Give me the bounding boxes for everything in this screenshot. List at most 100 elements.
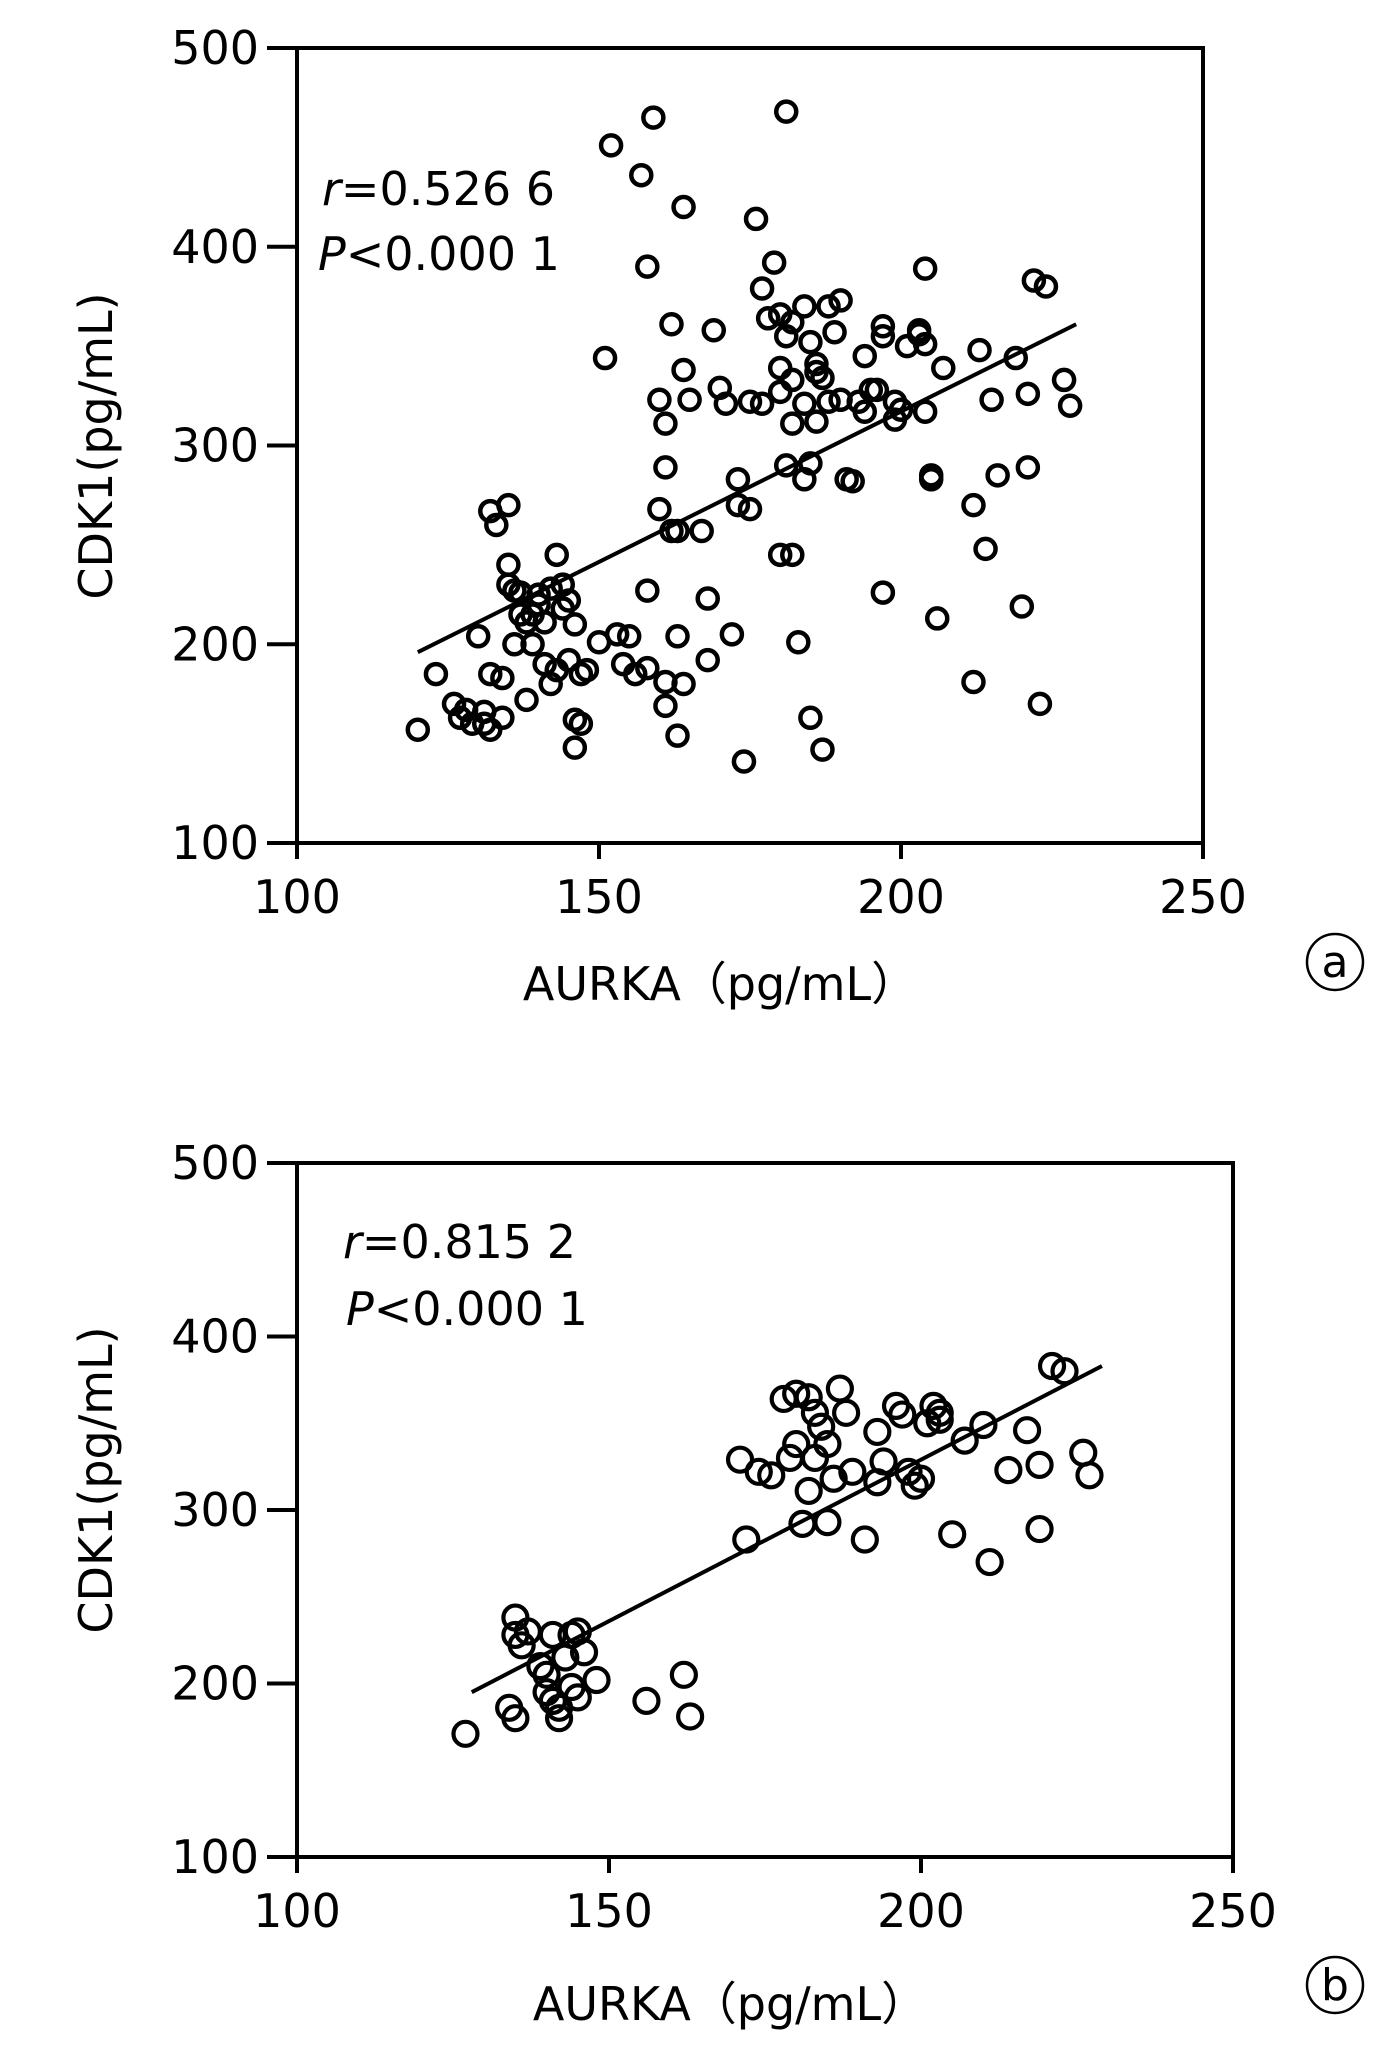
x-axis-ticks: 100 150 200 250 xyxy=(253,1857,1277,1938)
data-point xyxy=(767,379,793,405)
data-point xyxy=(665,518,690,544)
data-points xyxy=(405,99,1083,774)
panel-label-circle xyxy=(1305,932,1365,992)
data-point xyxy=(919,1391,948,1421)
r-symbol: r xyxy=(343,1215,365,1269)
data-point xyxy=(743,206,769,232)
x-tick-label: 100 xyxy=(253,1884,341,1938)
data-point xyxy=(669,1660,698,1689)
data-point xyxy=(761,250,787,275)
data-point xyxy=(782,1379,811,1408)
data-point xyxy=(888,1400,917,1429)
data-point xyxy=(870,580,896,605)
data-point xyxy=(994,1455,1023,1485)
data-point xyxy=(804,351,829,377)
x-axis-title: AURKA（pg/mL） xyxy=(523,957,917,1011)
data-point xyxy=(1027,691,1053,717)
data-point xyxy=(538,576,563,601)
data-point xyxy=(798,451,823,476)
x-tick-label: 250 xyxy=(1189,1884,1277,1938)
data-point xyxy=(1021,268,1047,293)
data-point xyxy=(562,735,588,760)
data-point xyxy=(737,389,763,415)
data-point xyxy=(671,357,696,383)
p-value: <0.000 1 xyxy=(346,227,560,281)
data-point xyxy=(864,377,890,403)
data-point xyxy=(695,647,720,673)
data-point xyxy=(900,1471,929,1500)
data-point xyxy=(924,606,950,631)
data-point xyxy=(798,329,823,355)
r-value: =0.526 6 xyxy=(341,162,555,216)
data-point xyxy=(1037,1351,1067,1381)
data-point xyxy=(931,355,956,381)
data-point xyxy=(544,542,569,568)
data-point xyxy=(1003,345,1029,371)
data-point xyxy=(1012,1416,1042,1445)
panel-b: 100 150 200 250 100 200 300 400 500 AURKA（pg/mL… xyxy=(69,1136,1365,2031)
data-point xyxy=(810,365,835,391)
data-point xyxy=(451,1719,480,1748)
stat-r: r=0.815 2 xyxy=(343,1215,576,1269)
data-point xyxy=(744,1457,773,1486)
data-point xyxy=(677,387,702,413)
data-point xyxy=(622,661,648,687)
data-point xyxy=(912,256,938,281)
data-point xyxy=(563,1683,592,1712)
y-tick-label: 500 xyxy=(171,1136,259,1190)
regression-line xyxy=(470,1364,1103,1694)
data-point xyxy=(701,317,727,343)
x-axis-title: AURKA（pg/mL） xyxy=(533,1977,927,2031)
data-point xyxy=(665,624,690,649)
panel-label: b xyxy=(1321,1960,1349,2011)
data-point xyxy=(888,397,914,422)
y-tick-label: 400 xyxy=(171,220,259,274)
data-point xyxy=(1069,1438,1098,1467)
data-point xyxy=(782,1429,811,1459)
p-value: <0.000 1 xyxy=(374,1282,588,1336)
y-axis-ticks: 100 200 300 400 500 xyxy=(171,1136,297,1884)
data-point xyxy=(1057,393,1083,418)
data-point xyxy=(496,552,521,577)
data-point xyxy=(719,622,745,647)
data-point xyxy=(918,463,944,488)
data-point xyxy=(794,1476,823,1506)
data-point xyxy=(1050,1357,1079,1386)
data-point xyxy=(532,610,557,635)
x-tick-label: 150 xyxy=(555,870,643,924)
data-point xyxy=(671,671,696,697)
data-point xyxy=(869,1447,898,1476)
data-point xyxy=(950,1426,979,1455)
data-point xyxy=(520,632,545,657)
data-point xyxy=(828,288,853,313)
data-point xyxy=(780,542,805,568)
data-point xyxy=(780,367,805,393)
data-point xyxy=(794,1383,823,1412)
data-point xyxy=(544,1704,574,1733)
stat-p: P<0.000 1 xyxy=(346,1282,588,1336)
data-point xyxy=(676,1702,705,1731)
data-point xyxy=(813,1508,842,1537)
data-point xyxy=(632,1686,661,1715)
data-point xyxy=(737,496,763,522)
y-tick-label: 400 xyxy=(171,1310,259,1364)
data-point xyxy=(767,542,793,568)
r-symbol: r xyxy=(322,162,344,216)
data-point xyxy=(810,737,835,762)
y-axis-title: CDK1(pg/mL) xyxy=(69,292,123,599)
data-point xyxy=(725,492,751,518)
data-point xyxy=(490,665,515,691)
data-point xyxy=(975,1547,1004,1577)
data-point xyxy=(1075,1461,1104,1490)
data-point xyxy=(840,469,865,494)
data-point xyxy=(800,1398,830,1427)
data-point xyxy=(532,1660,561,1689)
data-point xyxy=(985,463,1010,488)
data-point xyxy=(653,455,678,480)
panel-label-circle xyxy=(1305,1955,1365,2015)
data-point xyxy=(616,624,642,649)
y-axis-title: CDK1(pg/mL) xyxy=(69,1326,123,1633)
y-tick-label: 300 xyxy=(171,419,259,473)
data-point xyxy=(569,1638,599,1667)
